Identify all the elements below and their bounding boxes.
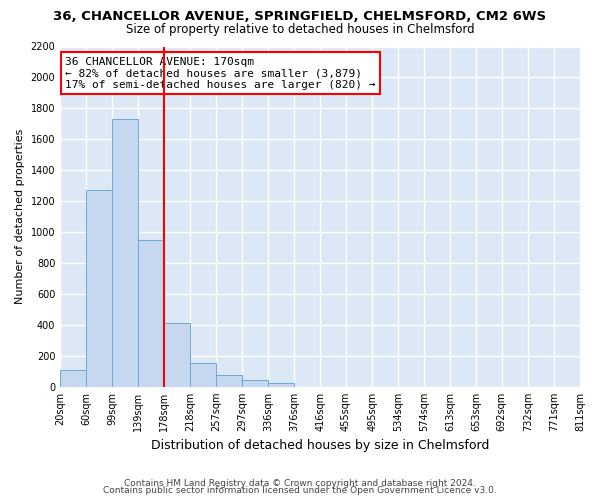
Text: 36 CHANCELLOR AVENUE: 170sqm
← 82% of detached houses are smaller (3,879)
17% of: 36 CHANCELLOR AVENUE: 170sqm ← 82% of de… xyxy=(65,56,376,90)
Text: Size of property relative to detached houses in Chelmsford: Size of property relative to detached ho… xyxy=(125,22,475,36)
Text: Contains public sector information licensed under the Open Government Licence v3: Contains public sector information licen… xyxy=(103,486,497,495)
X-axis label: Distribution of detached houses by size in Chelmsford: Distribution of detached houses by size … xyxy=(151,440,489,452)
Bar xyxy=(164,322,190,387)
Text: 36, CHANCELLOR AVENUE, SPRINGFIELD, CHELMSFORD, CM2 6WS: 36, CHANCELLOR AVENUE, SPRINGFIELD, CHEL… xyxy=(53,10,547,23)
Bar xyxy=(60,370,86,387)
Bar xyxy=(268,383,294,387)
Bar xyxy=(216,375,242,387)
Bar xyxy=(86,190,112,387)
Y-axis label: Number of detached properties: Number of detached properties xyxy=(15,129,25,304)
Bar xyxy=(190,363,216,387)
Bar xyxy=(112,119,139,387)
Text: Contains HM Land Registry data © Crown copyright and database right 2024.: Contains HM Land Registry data © Crown c… xyxy=(124,478,476,488)
Bar xyxy=(139,240,164,387)
Bar xyxy=(242,380,268,387)
